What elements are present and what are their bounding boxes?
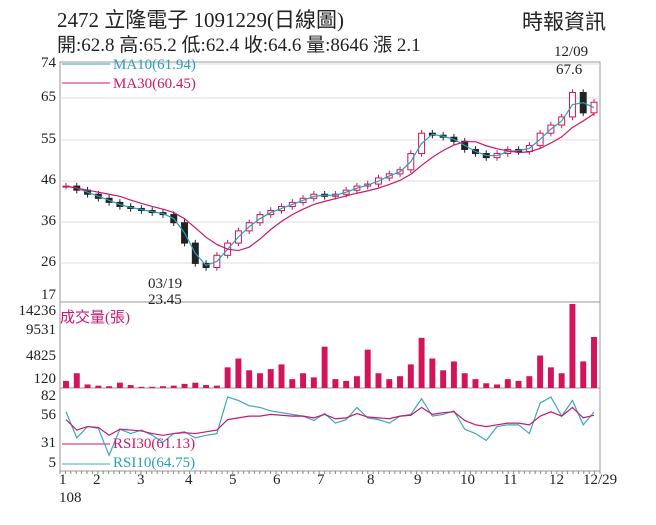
ohlc-summary: 開:62.8 高:65.2 低:62.4 收:64.6 量:8646 漲 2.1	[57, 35, 421, 56]
volume-bar	[440, 370, 447, 388]
rsi-tick: 82	[41, 388, 56, 404]
volume-bar	[461, 373, 468, 388]
volume-tick: 14236	[18, 303, 57, 319]
volume-legend: 成交量(張)	[60, 310, 130, 326]
x-label: 3	[137, 472, 145, 488]
price-tick: 65	[41, 89, 56, 105]
volume-bar	[580, 361, 587, 388]
price-tick: 74	[41, 55, 56, 71]
rsi-tick: 56	[41, 407, 56, 423]
volume-bar	[278, 364, 285, 388]
volume-bar	[138, 386, 145, 388]
volume-bar	[192, 382, 199, 388]
volume-bar	[483, 383, 490, 388]
volume-bar	[170, 385, 177, 388]
volume-bar	[310, 377, 317, 388]
volume-bar	[547, 367, 554, 388]
volume-bar	[127, 385, 134, 388]
x-label: 7	[317, 472, 325, 488]
volume-bar	[558, 373, 565, 388]
volume-bar	[429, 358, 436, 388]
volume-tick: 4825	[26, 348, 56, 364]
price-tick: 55	[41, 131, 56, 147]
x-label: 5	[229, 472, 237, 488]
volume-bar	[203, 385, 210, 388]
rsi30-legend: RSI30(61.13)	[113, 436, 196, 452]
volume-bar	[375, 373, 382, 388]
volume-bar	[267, 369, 274, 388]
volume-bar	[84, 384, 91, 388]
x-label: 12/29	[583, 472, 618, 488]
price-tick: 26	[41, 254, 56, 270]
volume-bar	[300, 373, 307, 388]
x-label: 9	[414, 472, 422, 488]
x-label: 4	[185, 472, 193, 488]
volume-bar	[95, 385, 102, 388]
volume-bar	[364, 349, 371, 388]
low-value: 23.45	[148, 292, 182, 308]
volume-bar	[515, 380, 522, 388]
x-label: 10	[460, 472, 475, 488]
high-value: 67.6	[556, 62, 583, 78]
volume-bar	[321, 346, 328, 388]
volume-bar	[407, 364, 414, 388]
volume-bar	[63, 380, 69, 388]
x-label: 2	[93, 472, 101, 488]
volume-bar	[116, 382, 123, 388]
rsi30-line	[65, 406, 595, 436]
volume-bar	[450, 361, 457, 388]
x-label: 6	[273, 472, 281, 488]
rsi-tick: 5	[48, 455, 57, 471]
volume-bar	[418, 337, 425, 388]
volume-bar	[526, 376, 533, 388]
volume-bar	[332, 379, 339, 388]
volume-bar	[256, 373, 263, 388]
volume-bar	[343, 380, 350, 388]
x-label: 11	[503, 472, 518, 488]
volume-bar	[149, 386, 156, 388]
ma10-legend: MA10(61.94)	[113, 57, 196, 73]
volume-bar	[569, 304, 576, 388]
low-date: 03/19	[148, 276, 183, 292]
price-tick: 46	[41, 172, 56, 188]
ma10-line	[65, 102, 595, 267]
rsi10-line	[65, 396, 595, 457]
volume-panel	[59, 301, 601, 389]
x-label: 8	[367, 472, 375, 488]
ma30-legend: MA30(60.45)	[113, 76, 196, 92]
volume-bar	[160, 386, 166, 388]
rsi-tick: 31	[41, 435, 56, 451]
chart-title: 2472 立隆電子 1091229(日線圖)	[57, 8, 344, 32]
volume-bar	[181, 383, 188, 388]
volume-bar	[537, 355, 544, 388]
volume-tick: 120	[33, 371, 57, 387]
volume-bar	[246, 370, 253, 388]
ma30-line	[65, 113, 595, 252]
volume-bar	[73, 373, 80, 388]
price-tick: 17	[41, 287, 56, 303]
volume-bar	[235, 358, 242, 388]
price-tick: 36	[41, 213, 56, 229]
volume-bar	[224, 367, 231, 388]
volume-bar	[106, 386, 113, 388]
volume-bar	[289, 379, 296, 388]
year-label: 108	[59, 490, 82, 506]
volume-bar	[472, 379, 479, 388]
high-date: 12/09	[554, 44, 589, 60]
volume-bar	[397, 376, 404, 388]
volume-bar	[504, 379, 511, 388]
volume-bar	[353, 376, 360, 388]
x-label: 1	[59, 472, 67, 488]
x-label: 12	[549, 472, 564, 488]
volume-bar	[386, 379, 393, 388]
volume-bar	[494, 384, 500, 388]
volume-tick: 9531	[26, 322, 56, 338]
rsi10-legend: RSI10(64.75)	[113, 455, 196, 471]
volume-bar	[213, 385, 220, 388]
volume-bar	[591, 336, 597, 388]
source-label: 時報資訊	[522, 10, 606, 34]
